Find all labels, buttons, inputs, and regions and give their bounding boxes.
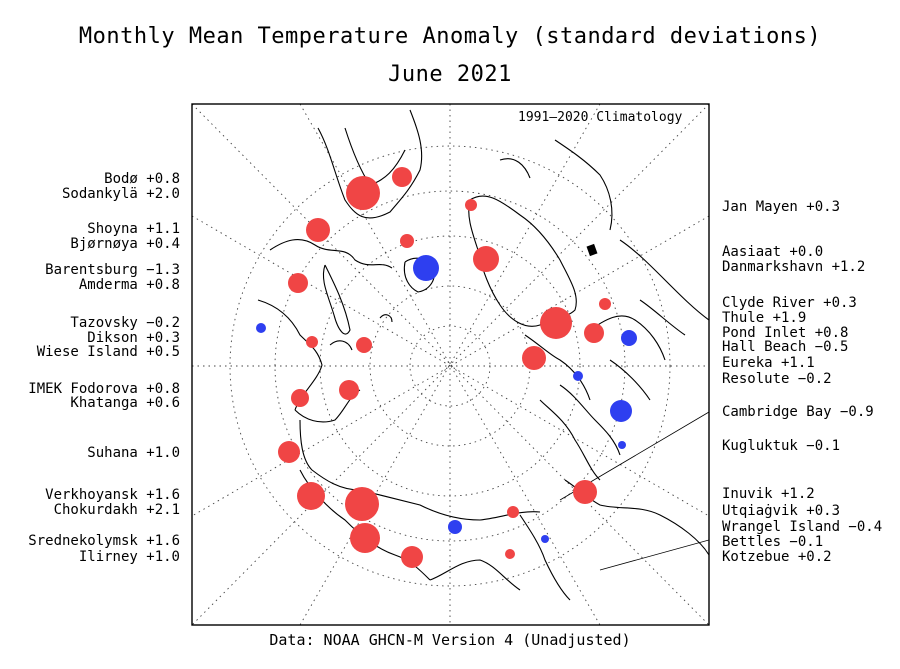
map-subtitle: June 2021 (388, 62, 512, 87)
dot-imek-fodorova (339, 380, 359, 400)
dot-jan-mayen (465, 199, 477, 211)
station-label: IMEK Fodorova +0.8 (28, 381, 180, 397)
station-label: Wiese Island +0.5 (36, 344, 180, 360)
dot-wrangel-island (448, 520, 462, 534)
map-frame (191, 103, 710, 626)
dot-eureka (522, 346, 546, 370)
dot-inuvik (573, 480, 597, 504)
station-label: Chokurdakh +2.1 (53, 502, 180, 518)
station-label: Dikson +0.3 (87, 330, 180, 346)
dot-bodo (392, 167, 412, 187)
station-label: Danmarkshavn +1.2 (722, 259, 866, 275)
dot-amderma (288, 273, 308, 293)
station-label: Bodø +0.8 (104, 171, 180, 187)
dot-bjornoya (400, 234, 414, 248)
dot-danmarkshavn (473, 246, 499, 272)
station-label: Bettles −0.1 (722, 534, 824, 550)
dot-pond-inlet (584, 323, 604, 343)
climatology-note: 1991–2020 Climatology (518, 110, 683, 125)
station-label: Khatanga +0.6 (70, 395, 180, 411)
dot-utqiagvik (507, 506, 519, 518)
dot-wiese-island (356, 337, 372, 353)
dot-suhana (278, 441, 300, 463)
dot-shoyna (306, 218, 330, 242)
station-label: Jan Mayen +0.3 (722, 199, 841, 215)
dot-clyde-river (599, 298, 611, 310)
station-label: Ilirney +1.0 (78, 549, 180, 565)
dot-thule (540, 307, 572, 339)
dot-ilirney (401, 546, 423, 568)
dot-sodankyla (346, 176, 380, 210)
station-label: Pond Inlet +0.8 (722, 325, 849, 341)
station-label: Thule +1.9 (722, 310, 807, 326)
dot-resolute (573, 371, 583, 381)
station-label: Barentsburg −1.3 (45, 262, 180, 278)
station-label: Tazovsky −0.2 (70, 315, 180, 331)
station-label: Clyde River +0.3 (722, 295, 857, 311)
dot-kugluktuk (618, 441, 626, 449)
station-label: Hall Beach −0.5 (722, 339, 849, 355)
dot-cambridge-bay (610, 400, 632, 422)
station-label: Kugluktuk −0.1 (722, 438, 841, 454)
station-label: Shoyna +1.1 (87, 221, 180, 237)
station-label: Bjørnøya +0.4 (70, 236, 180, 252)
dot-kotzebue (505, 549, 515, 559)
graticule (192, 104, 709, 625)
station-label: Cambridge Bay −0.9 (722, 404, 874, 420)
dot-chokurdakh (345, 487, 379, 521)
station-label: Aasiaat +0.0 (722, 244, 824, 260)
dot-dikson (306, 336, 318, 348)
station-label: Suhana +1.0 (87, 445, 180, 461)
map-area (192, 104, 709, 625)
dot-barentsburg (413, 255, 439, 281)
station-label: Amderma +0.8 (78, 277, 180, 293)
data-source-note: Data: NOAA GHCN-M Version 4 (Unadjusted) (269, 631, 631, 649)
coastlines (257, 109, 709, 601)
dot-tazovsky (256, 323, 266, 333)
station-label: Kotzebue +0.2 (722, 549, 832, 565)
station-label: Inuvik +1.2 (722, 486, 815, 502)
station-label: Wrangel Island −0.4 (722, 519, 883, 535)
station-label: Sodankylä +2.0 (61, 186, 180, 202)
station-label: Resolute −0.2 (722, 371, 832, 387)
dot-srednekolymsk (350, 523, 380, 553)
dot-bettles (541, 535, 549, 543)
station-dots (256, 167, 637, 568)
dot-hall-beach (621, 330, 637, 346)
map-title: Monthly Mean Temperature Anomaly (standa… (78, 24, 822, 49)
station-label: Verkhoyansk +1.6 (45, 487, 180, 503)
station-label: Srednekolymsk +1.6 (28, 533, 180, 549)
station-label: Eureka +1.1 (722, 355, 815, 371)
dot-verkhoyansk (297, 482, 325, 510)
dot-khatanga (291, 389, 309, 407)
station-label: Utqiaġvik +0.3 (722, 503, 841, 519)
